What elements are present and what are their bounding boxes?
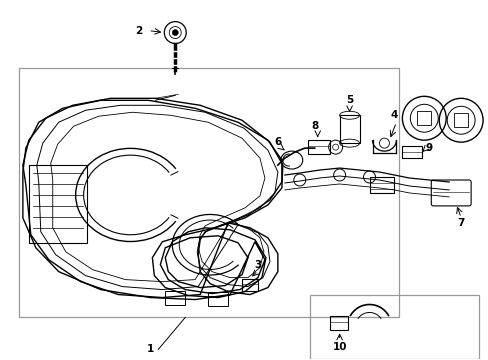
Circle shape [172,30,178,36]
Bar [29,165,86,243]
Text: 10: 10 [332,342,346,352]
Text: 2: 2 [135,26,142,36]
Text: 5: 5 [346,95,352,105]
Bar [165,291,185,305]
Bar [453,113,467,127]
Bar [208,292,227,306]
Bar [242,279,258,291]
Bar [339,115,359,143]
Text: 3: 3 [254,260,261,270]
Text: 1: 1 [146,345,154,354]
Bar [369,177,394,193]
Text: 7: 7 [457,218,464,228]
Bar [19,68,399,318]
Bar [402,146,422,158]
Text: 9: 9 [425,143,432,153]
Text: 8: 8 [310,121,318,131]
Text: 4: 4 [390,110,397,120]
Bar [307,140,329,154]
Bar [329,316,347,330]
Bar [416,111,430,125]
Text: 6: 6 [274,137,281,147]
Bar [309,294,478,359]
